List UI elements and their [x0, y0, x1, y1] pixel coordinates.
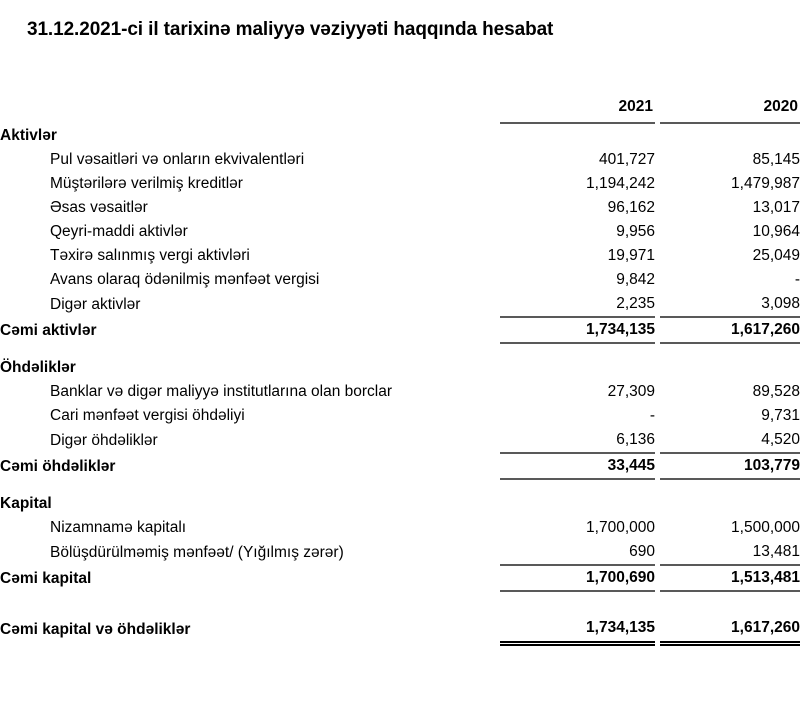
row-value-2020: 9,731: [761, 407, 800, 424]
row-value-2021: 9,956: [616, 223, 655, 240]
row-spacer: [0, 591, 800, 604]
row-value-2020: 1,500,000: [731, 519, 800, 536]
financial-position-table: 2021 2020 Aktivlər Pul vəsaitləri və onla…: [0, 96, 800, 646]
row-value-2020: 85,145: [752, 151, 800, 168]
table-header-row: 2021 2020: [0, 96, 800, 124]
section-heading-2020: [660, 356, 800, 380]
row-value-2020: 89,528: [752, 383, 800, 400]
row-value-2020: 1,479,987: [731, 175, 800, 192]
section-heading-2020: [660, 123, 800, 148]
total-label: Cəmi kapital: [0, 570, 92, 587]
row-value-2020: -: [794, 271, 800, 288]
column-header-2020: 2020: [660, 96, 800, 124]
row-label: Bölüşdürülməmiş mənfəət/ (Yığılmış zərər…: [50, 544, 344, 561]
spacer-cell: [0, 479, 800, 492]
row-value-2021: 96,162: [607, 199, 655, 216]
row-label: Digər öhdəliklər: [50, 432, 158, 449]
row-label: Cari mənfəət vergisi öhdəliyi: [50, 407, 245, 424]
table-row: Avans olaraq ödənilmiş mənfəət vergisi 9,…: [0, 268, 800, 292]
grand-total-label: Cəmi kapital və öhdəliklər: [0, 621, 191, 638]
row-label: Digər aktivlər: [50, 296, 141, 313]
total-value-2021: 1,700,690: [500, 565, 655, 592]
row-value-2020: 13,481: [660, 540, 800, 566]
row-value-2021: 401,727: [598, 151, 655, 168]
section-heading-2021: [500, 492, 655, 516]
section-heading-2020: [660, 492, 800, 516]
total-value-2020: 1,617,260: [660, 317, 800, 344]
table-row: Cari mənfəət vergisi öhdəliyi - 9,731: [0, 404, 800, 428]
grand-total-row: Cəmi kapital və öhdəliklər 1,734,135 1,617…: [0, 616, 800, 646]
table-body: Aktivlər Pul vəsaitləri və onların ekviva…: [0, 123, 800, 646]
row-label: Pul vəsaitləri və onların ekvivalentləri: [50, 151, 305, 168]
total-row-liabilities: Cəmi öhdəliklər 33,445 103,779: [0, 453, 800, 480]
table-row: Qeyri-maddi aktivlər 9,956 10,964: [0, 220, 800, 244]
table-row: Əsas vəsaitlər 96,162 13,017: [0, 196, 800, 220]
column-header-2021: 2021: [500, 96, 655, 124]
table-row: Bölüşdürülməmiş mənfəət/ (Yığılmış zərər…: [0, 540, 800, 566]
grand-total-2020: 1,617,260: [660, 616, 800, 646]
row-label: Nizamnamə kapitalı: [50, 519, 187, 536]
row-label: Avans olaraq ödənilmiş mənfəət vergisi: [50, 271, 320, 288]
spacer-cell: [0, 604, 800, 616]
row-value-2020: 10,964: [752, 223, 800, 240]
section-heading-assets: Aktivlər: [0, 123, 800, 148]
spacer-cell: [0, 343, 800, 356]
row-spacer: [0, 343, 800, 356]
section-heading-label: Aktivlər: [0, 127, 57, 144]
section-heading-2021: [500, 123, 655, 148]
row-spacer: [0, 479, 800, 492]
row-label: Əsas vəsaitlər: [50, 199, 148, 216]
row-value-2021: -: [649, 407, 655, 424]
row-value-2021: 1,194,242: [586, 175, 655, 192]
section-heading-liabilities: Öhdəliklər: [0, 356, 800, 380]
table-row: Banklar və digər maliyyə institutlarına …: [0, 380, 800, 404]
section-heading-label: Öhdəliklər: [0, 359, 76, 376]
row-label: Müştərilərə verilmiş kreditlər: [50, 175, 243, 192]
row-value-2021: 2,235: [500, 292, 655, 318]
total-value-2020: 103,779: [660, 453, 800, 480]
total-label: Cəmi öhdəliklər: [0, 458, 116, 475]
total-value-2021: 1,734,135: [500, 317, 655, 344]
row-value-2021: 6,136: [500, 428, 655, 454]
page-title: 31.12.2021-ci il tarixinə maliyyə vəziyy…: [27, 19, 554, 40]
row-value-2020: 13,017: [752, 199, 800, 216]
table-row: Təxirə salınmış vergi aktivləri 19,971 25,…: [0, 244, 800, 268]
section-heading-label: Kapital: [0, 495, 52, 512]
row-label: Təxirə salınmış vergi aktivləri: [50, 247, 250, 264]
total-row-assets: Cəmi aktivlər 1,734,135 1,617,260: [0, 317, 800, 344]
row-value-2021: 27,309: [607, 383, 655, 400]
row-spacer: [0, 604, 800, 616]
column-header-label: [0, 96, 500, 123]
table-row: Nizamnamə kapitalı 1,700,000 1,500,000: [0, 516, 800, 540]
spacer-cell: [0, 591, 800, 604]
row-value-2020: 4,520: [660, 428, 800, 454]
row-value-2021: 19,971: [607, 247, 655, 264]
row-label: Banklar və digər maliyyə institutlarına …: [50, 383, 393, 400]
section-heading-2021: [500, 356, 655, 380]
table-row: Digər öhdəliklər 6,136 4,520: [0, 428, 800, 454]
row-value-2021: 1,700,000: [586, 519, 655, 536]
table-row: Pul vəsaitləri və onların ekvivalentləri…: [0, 148, 800, 172]
grand-total-2021: 1,734,135: [500, 616, 655, 646]
total-value-2020: 1,513,481: [660, 565, 800, 592]
total-value-2021: 33,445: [500, 453, 655, 480]
row-label: Qeyri-maddi aktivlər: [50, 223, 188, 240]
table-row: Müştərilərə verilmiş kreditlər 1,194,242 1…: [0, 172, 800, 196]
table-row: Digər aktivlər 2,235 3,098: [0, 292, 800, 318]
total-label: Cəmi aktivlər: [0, 322, 97, 339]
row-value-2020: 3,098: [660, 292, 800, 318]
row-value-2020: 25,049: [752, 247, 800, 264]
total-row-equity: Cəmi kapital 1,700,690 1,513,481: [0, 565, 800, 592]
section-heading-equity: Kapital: [0, 492, 800, 516]
row-value-2021: 9,842: [616, 271, 655, 288]
row-value-2021: 690: [500, 540, 655, 566]
